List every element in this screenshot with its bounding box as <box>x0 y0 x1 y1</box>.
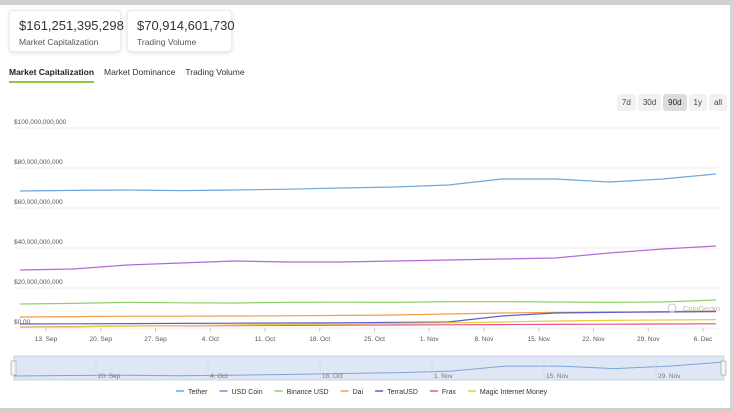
y-tick-label: $0.00 <box>14 319 31 326</box>
legend-item-frax[interactable]: Frax <box>442 389 457 396</box>
series-line-usd-coin <box>19 245 717 271</box>
navigator-series-line <box>13 361 725 377</box>
y-tick-label: $100,000,000,000 <box>14 119 67 126</box>
x-tick-label: 29. Nov <box>637 336 660 343</box>
stablecoin-market-cap-chart[interactable]: $100,000,000,000 $80,000,000,000 $60,000,0… <box>0 118 733 408</box>
trading-volume-value: $70,914,601,730 <box>137 18 235 33</box>
chart-tabs: Market Capitalization Market Dominance T… <box>9 67 255 83</box>
x-tick-label: 11. Oct <box>255 336 276 343</box>
legend-item-dai[interactable]: Dai <box>353 389 364 396</box>
market-cap-card: $161,251,395,298 Market Capitalization <box>9 10 124 52</box>
window-top-border <box>0 0 733 5</box>
series-line-tether <box>19 173 717 192</box>
legend-item-usd-coin[interactable]: USD Coin <box>231 389 262 396</box>
x-tick-label: 27. Sep <box>144 336 167 343</box>
market-cap-value: $161,251,395,298 <box>19 18 124 33</box>
x-tick-label: 4. Oct <box>202 336 220 343</box>
series-line-terrausd <box>19 311 717 325</box>
legend-item-terrausd[interactable]: TerraUSD <box>387 389 418 396</box>
range-30d-button[interactable]: 30d <box>637 94 662 111</box>
coingecko-watermark: CoinGecko <box>683 304 720 313</box>
x-tick-label: 1. Nov <box>420 336 440 343</box>
x-tick-label: 15. Nov <box>528 336 551 343</box>
navigator-tick-label: 20. Sep <box>98 373 121 380</box>
window-bottom-border <box>0 408 733 412</box>
series-line-binance-usd <box>19 299 717 305</box>
window-right-border <box>730 0 733 412</box>
navigator-tick-label: 4. Oct <box>210 373 228 380</box>
trading-volume-label: Trading Volume <box>137 37 197 47</box>
x-tick-label: 20. Sep <box>90 336 113 343</box>
x-tick-label: 22. Nov <box>582 336 605 343</box>
navigator-tick-label: 1. Nov <box>434 373 454 380</box>
tab-trading-volume[interactable]: Trading Volume <box>185 67 245 77</box>
y-tick-label: $80,000,000,000 <box>14 159 63 166</box>
navigator-tick-label: 29. Nov <box>658 373 681 380</box>
market-cap-label: Market Capitalization <box>19 37 99 47</box>
y-tick-label: $60,000,000,000 <box>14 199 63 206</box>
series-line-magic-internet-money <box>19 319 717 328</box>
range-1y-button[interactable]: 1y <box>688 94 707 111</box>
trading-volume-card: $70,914,601,730 Trading Volume <box>127 10 235 52</box>
navigator-tick-label: 18. Oct <box>322 373 343 380</box>
navigator-tick-label: 15. Nov <box>546 373 569 380</box>
tab-market-dominance[interactable]: Market Dominance <box>104 67 176 77</box>
y-tick-label: $20,000,000,000 <box>14 279 63 286</box>
time-range-selector: 7d 30d 90d 1y all <box>616 94 727 111</box>
navigator-left-handle[interactable] <box>10 360 17 376</box>
x-tick-label: 25. Oct <box>364 336 385 343</box>
range-7d-button[interactable]: 7d <box>616 94 636 111</box>
range-90d-button[interactable]: 90d <box>663 94 687 111</box>
x-tick-label: 6. Dec <box>694 336 714 343</box>
x-tick-label: 13. Sep <box>35 336 58 343</box>
navigator-right-handle[interactable] <box>720 360 727 376</box>
legend-item-binance-usd[interactable]: Binance USD <box>287 389 329 396</box>
y-tick-label: $40,000,000,000 <box>14 239 63 246</box>
legend-item-tether[interactable]: Tether <box>188 389 208 396</box>
range-all-button[interactable]: all <box>708 94 727 111</box>
legend-item-magic-internet-money[interactable]: Magic Internet Money <box>480 389 548 396</box>
x-tick-label: 18. Oct <box>309 336 330 343</box>
x-tick-label: 8. Nov <box>475 336 495 343</box>
coingecko-logo-icon <box>667 303 677 313</box>
tab-market-capitalization[interactable]: Market Capitalization <box>9 67 95 83</box>
